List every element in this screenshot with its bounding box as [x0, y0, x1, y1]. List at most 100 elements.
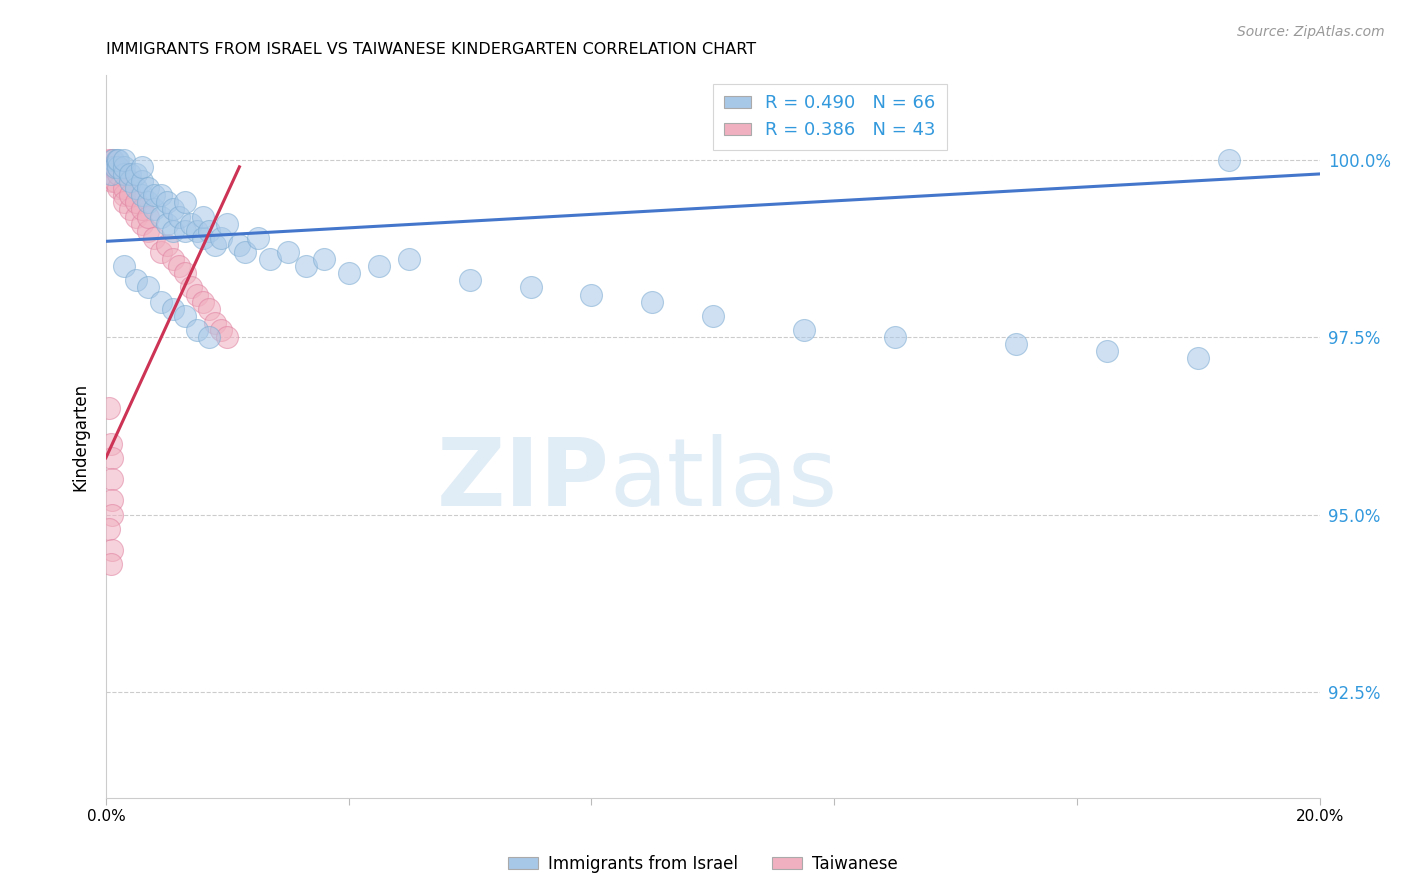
Point — [131, 202, 153, 217]
Point — [125, 195, 148, 210]
Point — [143, 231, 166, 245]
Point — [314, 252, 336, 266]
Point — [101, 153, 124, 167]
Point — [581, 287, 603, 301]
Legend: Immigrants from Israel, Taiwanese: Immigrants from Israel, Taiwanese — [502, 848, 904, 880]
Point — [173, 309, 195, 323]
Text: Source: ZipAtlas.com: Source: ZipAtlas.com — [1237, 25, 1385, 39]
Point — [104, 174, 127, 188]
Point — [104, 160, 127, 174]
Point — [105, 153, 128, 167]
Point — [125, 273, 148, 287]
Point — [191, 231, 214, 245]
Point — [186, 287, 208, 301]
Point — [173, 224, 195, 238]
Point — [1218, 153, 1240, 167]
Text: 20.0%: 20.0% — [1295, 809, 1344, 824]
Point — [107, 160, 129, 174]
Point — [101, 450, 124, 465]
Point — [97, 522, 120, 536]
Point — [138, 181, 160, 195]
Point — [100, 436, 122, 450]
Point — [101, 174, 124, 188]
Point — [138, 224, 160, 238]
Point — [149, 210, 172, 224]
Point — [112, 195, 135, 210]
Point — [131, 174, 153, 188]
Legend: R = 0.490   N = 66, R = 0.386   N = 43: R = 0.490 N = 66, R = 0.386 N = 43 — [713, 84, 946, 151]
Point — [112, 188, 135, 202]
Point — [217, 217, 239, 231]
Point — [398, 252, 420, 266]
Point — [101, 167, 124, 181]
Point — [295, 259, 318, 273]
Point — [155, 195, 177, 210]
Point — [180, 280, 202, 294]
Point — [120, 188, 142, 202]
Point — [702, 309, 724, 323]
Text: 0.0%: 0.0% — [87, 809, 125, 824]
Point — [277, 245, 299, 260]
Point — [120, 174, 142, 188]
Point — [1005, 337, 1028, 351]
Point — [149, 188, 172, 202]
Point — [120, 167, 142, 181]
Point — [198, 330, 221, 344]
Point — [97, 153, 120, 167]
Point — [138, 210, 160, 224]
Point — [100, 167, 122, 181]
Point — [107, 153, 129, 167]
Point — [1097, 344, 1119, 359]
Point — [162, 301, 184, 316]
Point — [167, 259, 190, 273]
Point — [103, 153, 125, 167]
Point — [259, 252, 281, 266]
Point — [107, 167, 129, 181]
Point — [180, 217, 202, 231]
Point — [149, 245, 172, 260]
Point — [186, 323, 208, 337]
Point — [458, 273, 481, 287]
Point — [167, 210, 190, 224]
Point — [112, 167, 135, 181]
Point — [155, 217, 177, 231]
Point — [112, 259, 135, 273]
Point — [204, 316, 226, 330]
Point — [198, 301, 221, 316]
Point — [793, 323, 815, 337]
Point — [100, 558, 122, 572]
Point — [125, 167, 148, 181]
Point — [228, 238, 250, 252]
Point — [173, 195, 195, 210]
Point — [101, 543, 124, 558]
Point — [204, 238, 226, 252]
Point — [112, 160, 135, 174]
Point — [209, 231, 232, 245]
Point — [143, 202, 166, 217]
Point — [138, 280, 160, 294]
Point — [131, 217, 153, 231]
Point — [162, 252, 184, 266]
Point — [246, 231, 269, 245]
Point — [101, 472, 124, 486]
Point — [162, 224, 184, 238]
Point — [883, 330, 905, 344]
Point — [162, 202, 184, 217]
Point — [101, 508, 124, 522]
Point — [155, 238, 177, 252]
Point — [186, 224, 208, 238]
Point — [100, 160, 122, 174]
Text: atlas: atlas — [610, 434, 838, 526]
Point — [125, 181, 148, 195]
Point — [235, 245, 257, 260]
Point — [131, 160, 153, 174]
Text: IMMIGRANTS FROM ISRAEL VS TAIWANESE KINDERGARTEN CORRELATION CHART: IMMIGRANTS FROM ISRAEL VS TAIWANESE KIND… — [105, 42, 756, 57]
Point — [191, 210, 214, 224]
Point — [209, 323, 232, 337]
Point — [368, 259, 391, 273]
Point — [101, 493, 124, 508]
Point — [173, 266, 195, 280]
Point — [97, 401, 120, 416]
Point — [198, 224, 221, 238]
Y-axis label: Kindergarten: Kindergarten — [72, 383, 89, 491]
